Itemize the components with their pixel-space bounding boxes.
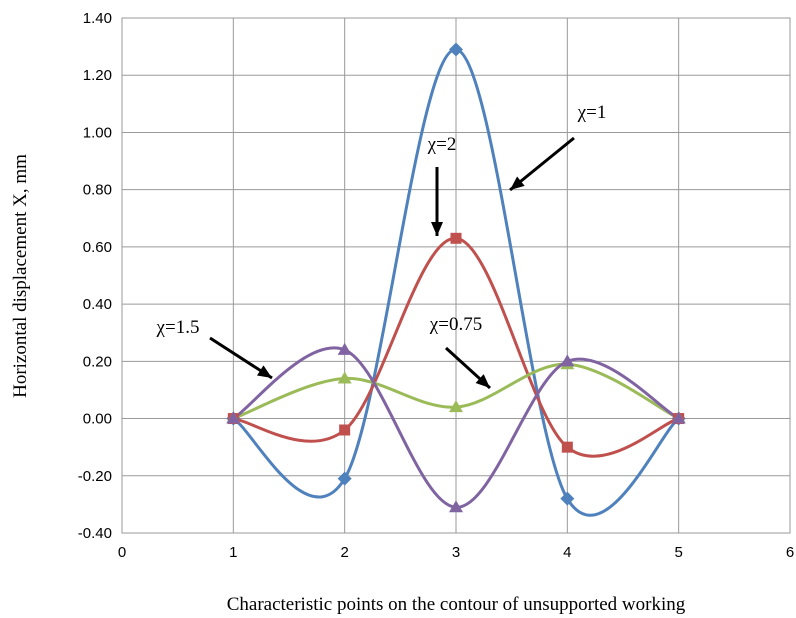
x-tick-label: 4: [563, 544, 571, 561]
y-tick-label: 1.00: [83, 124, 112, 141]
x-tick-label: 1: [229, 544, 237, 561]
y-axis-title: Horizontal displacement X, mm: [10, 154, 31, 398]
y-tick-label: 1.20: [83, 67, 112, 84]
data-point-chi-2: [339, 424, 351, 436]
gridlines: [121, 17, 791, 534]
x-tick-label: 0: [118, 544, 126, 561]
data-point-chi-1_5: [560, 354, 575, 367]
annotation-label: χ=2: [427, 134, 457, 155]
annotation-label: χ=0.75: [429, 314, 482, 335]
y-tick-label: 0.60: [83, 239, 112, 256]
data-point-chi-0_75: [449, 400, 463, 413]
x-tick-label: 5: [674, 544, 682, 561]
x-tick-label: 2: [340, 544, 348, 561]
y-tick-label: 0.20: [83, 353, 112, 370]
x-axis-title: Characteristic points on the contour of …: [227, 594, 686, 615]
annotation-label: χ=1.5: [156, 317, 200, 338]
y-tick-label: 0.80: [83, 182, 112, 199]
data-point-chi-1_5: [226, 411, 241, 424]
y-tick-label: 1.40: [83, 10, 112, 27]
annotations: χ=1 χ=2 χ=0.75 χ=1.5: [156, 102, 607, 338]
series-markers: [226, 42, 686, 513]
x-tick-labels: 0 1 2 3 4 5 6: [118, 544, 794, 561]
data-point-chi-1_5: [671, 411, 686, 424]
annotation-arrowhead: [256, 365, 272, 378]
annotation-arrowhead: [475, 374, 490, 388]
y-tick-label: 0.00: [83, 411, 112, 428]
data-point-chi-1: [560, 491, 575, 506]
y-tick-label: 0.40: [83, 296, 112, 313]
data-point-chi-2: [561, 441, 573, 453]
data-point-chi-1: [449, 42, 463, 57]
data-point-chi-1_5: [449, 500, 463, 513]
y-tick-label: -0.40: [78, 525, 112, 542]
annotation-arrowhead: [510, 176, 525, 190]
data-point-chi-2: [450, 232, 462, 244]
data-point-chi-1_5: [337, 342, 352, 355]
x-tick-label: 3: [452, 544, 460, 561]
annotation-arrowhead: [431, 222, 443, 236]
y-tick-label: -0.20: [78, 468, 112, 485]
y-tick-labels: -0.40 -0.20 0.00 0.20 0.40 0.60 0.80 1.00 1.20 1.…: [78, 10, 112, 542]
annotation-label: χ=1: [577, 102, 607, 123]
data-point-chi-1: [337, 471, 352, 486]
annotation-arrows: [209, 136, 575, 390]
data-point-chi-0_75: [337, 371, 352, 384]
x-tick-label: 6: [786, 544, 794, 561]
